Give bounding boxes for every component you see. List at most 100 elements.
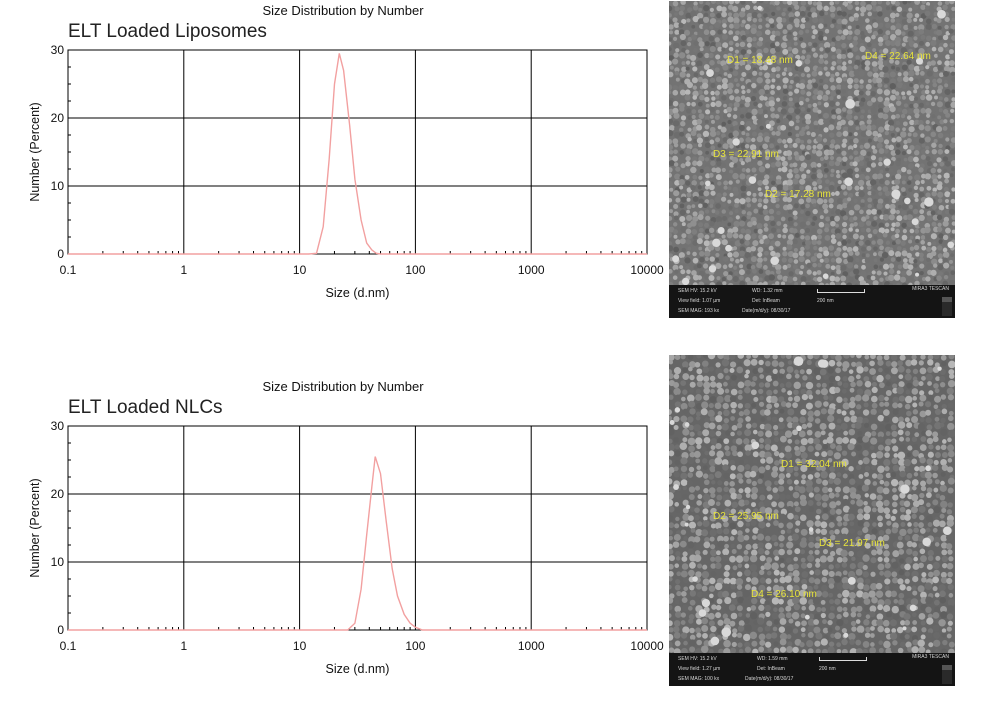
sem-particle bbox=[751, 355, 759, 359]
sem-particle bbox=[669, 355, 675, 361]
sem-particle bbox=[689, 408, 696, 415]
sem-particle bbox=[726, 150, 733, 157]
sem-particle bbox=[787, 422, 794, 429]
sem-particle bbox=[864, 465, 871, 472]
sem-particle bbox=[942, 156, 949, 162]
sem-particle bbox=[884, 396, 889, 402]
sem-particle bbox=[804, 22, 812, 29]
sem-particle bbox=[847, 443, 855, 451]
sem-particle bbox=[795, 137, 801, 144]
sem-particle bbox=[727, 119, 732, 125]
sem-particle bbox=[674, 444, 680, 450]
sem-particle bbox=[697, 52, 704, 59]
sem-particle bbox=[940, 458, 947, 466]
sem-particle bbox=[847, 192, 854, 198]
sem-particle bbox=[773, 389, 778, 395]
sem-particle bbox=[709, 416, 716, 422]
sem-particle bbox=[949, 193, 955, 199]
sem-particle bbox=[737, 596, 744, 604]
sem-particle bbox=[810, 132, 816, 138]
sem-particle bbox=[731, 515, 738, 522]
sem-particle bbox=[890, 471, 897, 478]
sem-particle bbox=[889, 168, 894, 173]
sem-particle bbox=[835, 404, 840, 410]
sem-particle bbox=[733, 125, 740, 132]
sem-particle bbox=[731, 598, 738, 606]
sem-particle bbox=[890, 132, 895, 138]
sem-particle bbox=[869, 647, 877, 653]
sem-particle bbox=[669, 633, 674, 641]
sem-particle bbox=[806, 520, 814, 528]
sem-particle bbox=[807, 410, 814, 418]
sem-particle bbox=[774, 102, 781, 109]
sem-particle bbox=[823, 174, 828, 178]
sem-particle bbox=[878, 222, 885, 229]
sem-particle bbox=[847, 145, 854, 151]
sem-particle bbox=[885, 590, 893, 598]
sem-particle bbox=[890, 257, 896, 262]
sem-particle bbox=[817, 109, 822, 114]
sem-particle bbox=[787, 234, 794, 241]
sem-particle bbox=[723, 486, 729, 493]
sem-particle bbox=[771, 360, 779, 367]
sem-particle bbox=[703, 387, 711, 395]
sem-particle bbox=[720, 196, 727, 202]
sem-particle bbox=[892, 508, 898, 515]
sem-particle bbox=[785, 625, 793, 634]
sem-particle bbox=[813, 423, 820, 431]
sem-particle bbox=[794, 528, 800, 533]
sem-particle bbox=[800, 246, 805, 252]
sem-bright-particle bbox=[710, 636, 720, 646]
sem-particle bbox=[773, 520, 779, 526]
sem-particle bbox=[765, 542, 772, 550]
sem-particle bbox=[863, 500, 868, 506]
sem-particle bbox=[856, 590, 864, 598]
sem-particle bbox=[805, 210, 811, 217]
sem-particle bbox=[717, 125, 722, 130]
sem-particle bbox=[800, 613, 806, 619]
sem-particle bbox=[766, 472, 773, 478]
sem-particle bbox=[855, 228, 860, 233]
sem-particle bbox=[944, 16, 950, 23]
sem-particle bbox=[726, 58, 733, 65]
sem-particle bbox=[750, 185, 756, 191]
sem-particle bbox=[854, 173, 860, 179]
sem-particle bbox=[906, 149, 912, 155]
sem-particle bbox=[757, 187, 762, 192]
sem-particle bbox=[764, 444, 771, 451]
sem-particle bbox=[906, 382, 913, 389]
sem-particle bbox=[684, 174, 690, 180]
sem-particle bbox=[686, 42, 692, 47]
sem-particle bbox=[936, 214, 943, 221]
sem-particle bbox=[842, 486, 850, 494]
sem-particle bbox=[750, 77, 758, 84]
sem-particle bbox=[679, 203, 685, 209]
sem-particle bbox=[820, 562, 827, 569]
sem-particle bbox=[828, 492, 835, 499]
sem-particle bbox=[689, 634, 696, 641]
sem-particle bbox=[687, 541, 695, 549]
sem-particle bbox=[877, 82, 883, 88]
sem-particle bbox=[715, 41, 722, 48]
sem-particle bbox=[759, 66, 764, 71]
sem-particle bbox=[858, 474, 864, 479]
sem-particle bbox=[895, 66, 901, 72]
sem-particle bbox=[757, 542, 764, 549]
sem-bright-particle bbox=[748, 176, 757, 184]
sem-particle bbox=[859, 79, 864, 84]
sem-particle bbox=[743, 458, 749, 464]
sem-particle bbox=[756, 135, 764, 143]
sem-particle bbox=[911, 416, 919, 424]
x-tick-label: 1000 bbox=[518, 263, 545, 277]
sem-particle bbox=[897, 264, 903, 270]
sem-particle bbox=[941, 403, 947, 410]
sem-particle bbox=[903, 139, 908, 145]
sem-particle bbox=[884, 445, 891, 452]
sem-particle bbox=[883, 100, 890, 107]
sem-particle bbox=[884, 598, 892, 606]
sem-particle bbox=[723, 639, 731, 648]
sem-particle bbox=[751, 11, 758, 19]
sem-particle bbox=[669, 19, 674, 24]
sem-particle bbox=[744, 429, 752, 437]
sem-particle bbox=[919, 252, 924, 258]
